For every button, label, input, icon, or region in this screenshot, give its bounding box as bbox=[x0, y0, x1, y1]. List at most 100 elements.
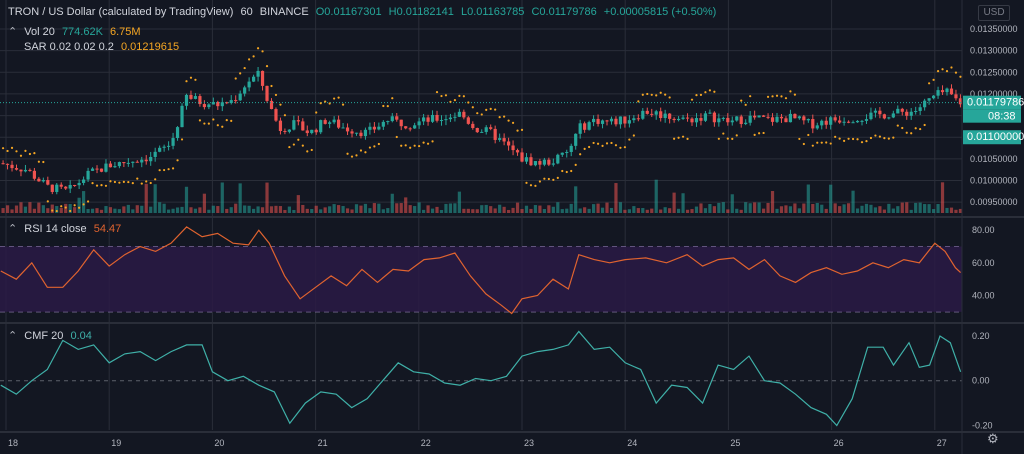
candle-body bbox=[73, 184, 77, 186]
sar-dot bbox=[373, 145, 376, 148]
sar-dot bbox=[431, 140, 434, 143]
sar-dot bbox=[887, 137, 890, 140]
sar-dot bbox=[368, 146, 372, 149]
sar-dot bbox=[681, 135, 685, 138]
volume-bar bbox=[238, 183, 242, 213]
sar-dot bbox=[158, 169, 161, 172]
rsi-axis[interactable]: 80.00 60.00 40.00 bbox=[972, 225, 995, 300]
candle-body bbox=[28, 169, 32, 171]
candle-body bbox=[923, 100, 927, 108]
volume-bar bbox=[878, 206, 882, 213]
sar-dot bbox=[467, 101, 470, 104]
volume-bar bbox=[954, 209, 958, 213]
candle-body bbox=[860, 120, 864, 122]
volume-bar bbox=[386, 208, 390, 213]
volume-bar bbox=[896, 206, 900, 213]
sar-dot bbox=[489, 107, 492, 110]
rsi-legend[interactable]: ⌃ RSI 14 close 54.47 bbox=[8, 222, 125, 235]
cmf-legend[interactable]: ⌃ CMF 20 0.04 bbox=[8, 329, 96, 342]
currency-label[interactable]: USD bbox=[978, 5, 1010, 21]
sar-dot bbox=[395, 135, 398, 139]
sar-dot bbox=[176, 159, 179, 162]
chevron-up-icon[interactable]: ⌃ bbox=[8, 26, 18, 38]
volume-bar bbox=[574, 186, 578, 213]
sar-dot bbox=[847, 137, 850, 140]
volume-bar bbox=[940, 182, 945, 213]
volume-bar bbox=[694, 206, 699, 213]
candle-body bbox=[542, 159, 546, 165]
sar-dot bbox=[744, 103, 747, 106]
volume-bar bbox=[363, 203, 368, 213]
sar-dot bbox=[404, 144, 407, 147]
sar-dot bbox=[637, 100, 640, 103]
candle-body bbox=[336, 119, 341, 128]
candle-body bbox=[623, 116, 627, 124]
sar-dot bbox=[820, 141, 823, 144]
candle-body bbox=[457, 111, 461, 117]
volume-bar bbox=[668, 208, 672, 213]
sar-dot bbox=[914, 127, 917, 130]
candle-body bbox=[471, 123, 475, 129]
volume-bar bbox=[533, 205, 538, 213]
chevron-up-icon[interactable]: ⌃ bbox=[8, 330, 18, 342]
sar-dot bbox=[301, 144, 304, 147]
volume-bar bbox=[869, 204, 873, 213]
candle-body bbox=[117, 162, 121, 167]
candle-body bbox=[354, 132, 359, 134]
volume-bar bbox=[198, 207, 202, 213]
cmf-axis[interactable]: 0.20 0.00 -0.20 bbox=[972, 331, 993, 431]
candle-body bbox=[283, 131, 287, 133]
sar-dot bbox=[391, 97, 394, 100]
volume-bar bbox=[211, 205, 215, 213]
candle-body bbox=[735, 116, 739, 121]
settings-gear-icon[interactable]: ⚙ bbox=[987, 431, 999, 446]
vol-legend[interactable]: ⌃ Vol 20 774.62K 6.75M bbox=[8, 25, 145, 38]
price-axis[interactable]: 0.01350000 0.01300000 0.01250000 0.01200000… bbox=[963, 24, 1024, 207]
sar-dot bbox=[749, 95, 752, 98]
time-axis[interactable]: 18 19 20 21 22 23 24 25 26 27 bbox=[8, 438, 947, 448]
vol-value-1: 774.62K bbox=[61, 26, 103, 38]
sar-dot bbox=[543, 177, 546, 180]
sar-dot bbox=[212, 118, 215, 121]
rsi-value: 54.47 bbox=[93, 223, 122, 235]
candle-body bbox=[896, 108, 900, 114]
symbol-legend[interactable]: TRON / US Dollar (calculated by TradingV… bbox=[8, 6, 720, 18]
price-tick-label: 0.01000000 bbox=[970, 176, 1018, 186]
candle-body bbox=[744, 122, 748, 125]
rsi-tick-label: 60.00 bbox=[972, 258, 995, 268]
volume-bar bbox=[811, 203, 815, 213]
volume-bar bbox=[131, 209, 135, 213]
volume-bar bbox=[618, 202, 623, 213]
sar-dot bbox=[386, 105, 389, 108]
volume-bar bbox=[28, 202, 32, 213]
volume-bar bbox=[399, 203, 403, 213]
rsi-name: RSI 14 close bbox=[24, 223, 87, 235]
volume-bar bbox=[283, 209, 287, 213]
sar-dot bbox=[131, 182, 134, 185]
volume-bar bbox=[538, 205, 542, 213]
candles bbox=[0, 66, 963, 195]
volume-bar bbox=[269, 206, 274, 213]
volume-bar bbox=[681, 193, 685, 213]
candle-body bbox=[426, 117, 430, 122]
volume-bar bbox=[184, 186, 189, 213]
candle-body bbox=[278, 120, 283, 132]
candle-body bbox=[328, 122, 332, 124]
candle-body bbox=[234, 100, 238, 102]
sar-dot bbox=[364, 151, 367, 154]
candle-body bbox=[126, 162, 130, 164]
volume-bar bbox=[50, 204, 54, 213]
volume-bar bbox=[605, 202, 609, 213]
chevron-up-icon[interactable]: ⌃ bbox=[8, 223, 18, 235]
candle-body bbox=[936, 90, 940, 96]
volume-bar bbox=[909, 209, 913, 213]
candle-body bbox=[453, 116, 457, 118]
sar-dot bbox=[24, 149, 27, 152]
volume-bar bbox=[354, 204, 359, 213]
volume-bar bbox=[614, 183, 618, 213]
sar-dot bbox=[579, 153, 582, 156]
candle-body bbox=[421, 117, 426, 122]
sar-legend[interactable]: SAR 0.02 0.02 0.2 0.01219615 bbox=[24, 41, 183, 53]
